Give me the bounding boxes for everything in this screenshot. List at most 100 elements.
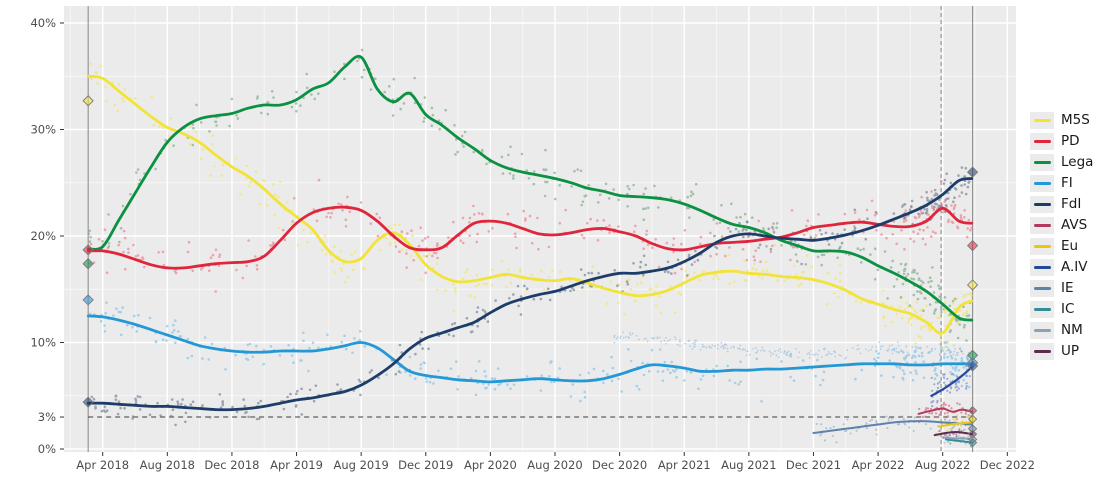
plot-panel — [64, 6, 1016, 452]
result-2022-IC — [967, 437, 978, 448]
legend-color-line — [1033, 307, 1051, 312]
x-axis-label: Apr 2020 — [464, 458, 517, 472]
result-2018-Lega — [82, 258, 94, 270]
x-axis-label: Apr 2018 — [76, 458, 129, 472]
result-2018-M5S — [82, 95, 94, 107]
x-axis-label: Apr 2019 — [270, 458, 323, 472]
y-axis-label: 30% — [30, 123, 56, 137]
legend-item-PD: PD — [1030, 133, 1093, 150]
legend-color-line — [1033, 139, 1051, 144]
legend-key-swatch — [1030, 196, 1054, 213]
trend-line-UP — [933, 430, 973, 437]
result-2018-FI — [82, 294, 94, 306]
y-axis-label: 20% — [30, 229, 56, 243]
x-axis-label: Dec 2020 — [592, 458, 647, 472]
legend-item-AVS: AVS — [1030, 217, 1093, 234]
election-2022-results — [966, 166, 979, 448]
legend-color-line — [1033, 244, 1051, 249]
legend-color-line — [1033, 181, 1051, 186]
result-2022-M5S — [966, 279, 979, 291]
legend-color-line — [1033, 265, 1051, 270]
legend-color-line — [1033, 286, 1051, 291]
legend-color-line — [1033, 160, 1051, 165]
legend-key-swatch — [1030, 301, 1054, 318]
legend-label: AVS — [1061, 217, 1088, 233]
x-axis-label: Dec 2022 — [980, 458, 1035, 472]
plot-area — [86, 48, 974, 448]
trend-line-PD — [86, 205, 974, 270]
trend-line-A.IV — [930, 365, 973, 397]
trend-line-M5S — [86, 74, 974, 335]
x-axis-label: Dec 2018 — [204, 458, 259, 472]
legend-key-swatch — [1030, 175, 1054, 192]
y-axis-label: 0% — [38, 442, 56, 456]
legend-color-line — [1033, 328, 1051, 333]
result-2018-FdI — [82, 396, 94, 408]
legend-item-Eu: Eu — [1030, 238, 1093, 255]
legend-item-IC: IC — [1030, 301, 1093, 318]
legend-label: FdI — [1061, 196, 1082, 212]
legend-key-swatch — [1030, 154, 1054, 171]
legend-label: Eu — [1061, 238, 1079, 254]
x-axis-label: Apr 2022 — [852, 458, 905, 472]
scatter-dotted-band — [613, 331, 964, 360]
legend-item-NM: NM — [1030, 322, 1093, 339]
legend-label: M5S — [1061, 112, 1090, 128]
trend-line-Eu — [938, 421, 973, 428]
legend-label: FI — [1061, 175, 1073, 191]
legend-color-line — [1033, 349, 1051, 354]
legend-label: PD — [1061, 133, 1080, 149]
trend-line-NM — [941, 436, 973, 441]
legend-color-line — [1033, 202, 1051, 207]
legend-key-swatch — [1030, 343, 1054, 360]
legend-label: IC — [1061, 301, 1075, 317]
x-axis-label: Apr 2021 — [658, 458, 711, 472]
legend-key-swatch — [1030, 238, 1054, 255]
legend-item-M5S: M5S — [1030, 112, 1093, 129]
legend-item-Lega: Lega — [1030, 154, 1093, 171]
legend-label: IE — [1061, 280, 1074, 296]
legend-item-IE: IE — [1030, 280, 1093, 297]
x-axis-label: Aug 2018 — [140, 458, 195, 472]
result-2018-PD — [82, 244, 94, 256]
legend-color-line — [1033, 223, 1051, 228]
x-axis-label: Aug 2021 — [721, 458, 776, 472]
x-axis-label: Dec 2021 — [786, 458, 841, 472]
trend-lines — [86, 54, 974, 444]
legend-item-FdI: FdI — [1030, 196, 1093, 213]
result-2022-PD — [966, 239, 979, 252]
scatter-A.IV — [930, 350, 973, 408]
legend-label: NM — [1061, 322, 1083, 338]
trend-line-FI — [86, 314, 974, 384]
trend-line-AVS — [917, 407, 973, 415]
x-axis-label: Aug 2022 — [915, 458, 970, 472]
legend-item-A.IV: A.IV — [1030, 259, 1093, 276]
trend-line-Lega — [86, 54, 974, 322]
trend-line-IC — [944, 438, 973, 444]
chart-legend: M5S PD Lega FI FdI AVS Eu A.IV IE IC NM UP — [1030, 112, 1093, 360]
legend-label: Lega — [1061, 154, 1094, 170]
legend-key-swatch — [1030, 259, 1054, 276]
legend-key-swatch — [1030, 280, 1054, 297]
legend-item-FI: FI — [1030, 175, 1093, 192]
legend-label: UP — [1061, 343, 1080, 359]
trend-line-IE — [812, 420, 973, 434]
legend-key-swatch — [1030, 322, 1054, 339]
x-axis-label: Aug 2019 — [333, 458, 388, 472]
x-axis-label: Aug 2020 — [527, 458, 582, 472]
legend-item-UP: UP — [1030, 343, 1093, 360]
legend-key-swatch — [1030, 112, 1054, 129]
legend-label: A.IV — [1061, 259, 1088, 275]
y-axis-label: 40% — [30, 16, 56, 30]
trend-line-FdI — [86, 177, 974, 412]
y-axis-label: 3% — [38, 410, 56, 424]
x-axis-label: Dec 2019 — [398, 458, 453, 472]
y-axis-label: 10% — [30, 336, 56, 350]
legend-color-line — [1033, 118, 1051, 123]
result-2022-FdI — [966, 166, 979, 178]
legend-key-swatch — [1030, 133, 1054, 150]
axes: 0% 3% 10% 20% 30% 40% Apr 2018 Aug 2018 Dec 2018… — [30, 16, 1034, 472]
result-2022-A.IV — [966, 360, 979, 372]
